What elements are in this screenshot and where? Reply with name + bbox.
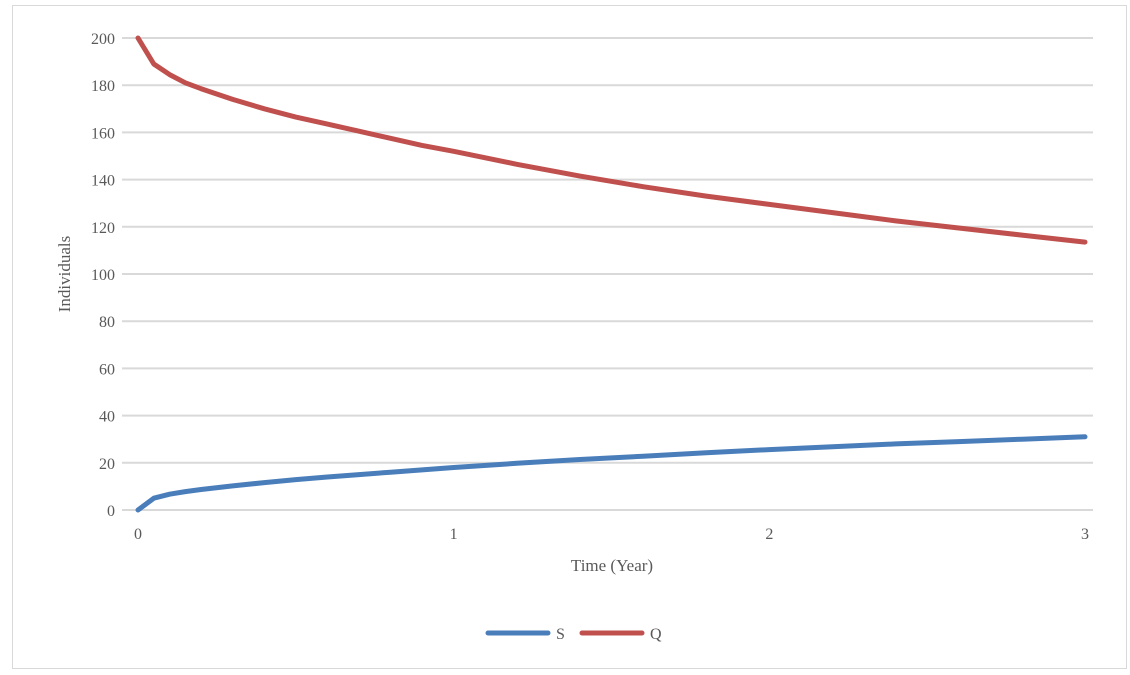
- y-tick-label: 200: [91, 31, 115, 48]
- x-tick-label: 2: [765, 526, 773, 543]
- y-axis-title: Individuals: [55, 236, 74, 313]
- y-tick-label: 80: [99, 314, 115, 331]
- legend-label-Q: Q: [650, 626, 662, 643]
- y-tick-label: 20: [99, 456, 115, 473]
- y-tick-label: 160: [91, 125, 115, 142]
- y-tick-label: 140: [91, 173, 115, 190]
- series-line-S: [135, 434, 1088, 513]
- y-tick-label: 40: [99, 409, 115, 426]
- y-tick-label: 0: [107, 503, 115, 520]
- legend-label-S: S: [556, 626, 565, 643]
- y-tick-label: 180: [91, 78, 115, 95]
- series-lines: [135, 35, 1088, 513]
- x-axis-title: Time (Year): [571, 556, 653, 575]
- y-tick-label: 120: [91, 220, 115, 237]
- x-tick-label: 3: [1081, 526, 1089, 543]
- series-line-Q: [135, 35, 1088, 245]
- x-tick-label: 0: [134, 526, 142, 543]
- chart-frame: [12, 5, 1127, 669]
- y-tick-label: 60: [99, 361, 115, 378]
- x-axis-ticks: 0 1 2 3: [134, 526, 1089, 543]
- y-tick-label: 100: [91, 267, 115, 284]
- y-axis-ticks: 0 20 40 60 80 100 120 140 160 180 200: [91, 31, 115, 520]
- x-tick-label: 1: [450, 526, 458, 543]
